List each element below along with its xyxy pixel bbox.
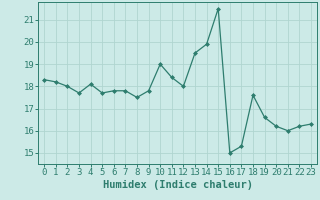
X-axis label: Humidex (Indice chaleur): Humidex (Indice chaleur) [103, 180, 252, 190]
